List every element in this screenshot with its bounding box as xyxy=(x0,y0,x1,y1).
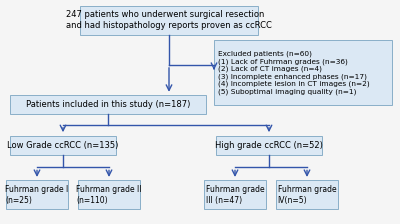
Text: Fuhrman grade
IV(n=5): Fuhrman grade IV(n=5) xyxy=(278,185,336,205)
FancyBboxPatch shape xyxy=(10,136,116,155)
FancyBboxPatch shape xyxy=(214,40,392,105)
Text: Low Grade ccRCC (n=135): Low Grade ccRCC (n=135) xyxy=(7,140,119,150)
FancyBboxPatch shape xyxy=(204,180,266,209)
Text: Patients included in this study (n=187): Patients included in this study (n=187) xyxy=(26,100,190,109)
FancyBboxPatch shape xyxy=(216,136,322,155)
Text: Fuhrman grade II
(n=110): Fuhrman grade II (n=110) xyxy=(76,185,142,205)
Text: High grade ccRCC (n=52): High grade ccRCC (n=52) xyxy=(215,140,323,150)
Text: Fuhrman grade
III (n=47): Fuhrman grade III (n=47) xyxy=(206,185,264,205)
FancyBboxPatch shape xyxy=(6,180,68,209)
FancyBboxPatch shape xyxy=(10,95,206,114)
FancyBboxPatch shape xyxy=(78,180,140,209)
Text: Excluded patients (n=60)
(1) Lack of Fuhrman grades (n=36)
(2) Lack of CT images: Excluded patients (n=60) (1) Lack of Fuh… xyxy=(218,51,370,95)
Text: 247 patients who underwent surgical resection
and had histopathology reports pro: 247 patients who underwent surgical rese… xyxy=(66,11,272,30)
FancyBboxPatch shape xyxy=(276,180,338,209)
FancyBboxPatch shape xyxy=(80,6,258,35)
Text: Fuhrman grade I
(n=25): Fuhrman grade I (n=25) xyxy=(5,185,69,205)
